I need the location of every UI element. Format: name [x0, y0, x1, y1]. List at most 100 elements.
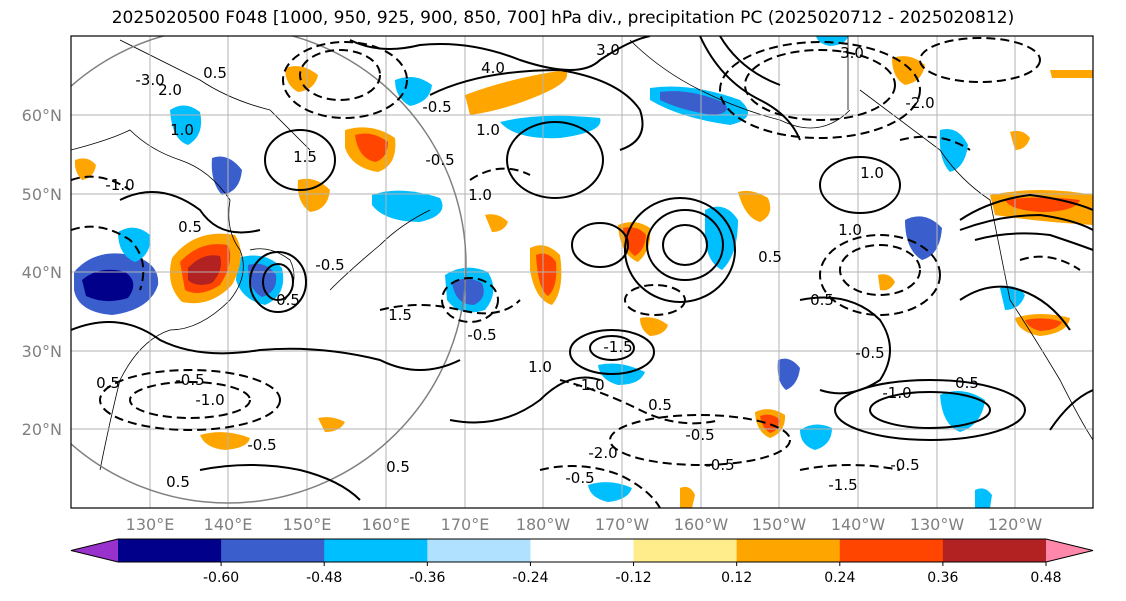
- positive-blob: [465, 70, 568, 115]
- lon-label: 150°W: [752, 515, 807, 534]
- contour-label: 0.5: [810, 291, 834, 309]
- colorbar-extend-low: [71, 539, 118, 562]
- contour-label: -1.0: [195, 391, 224, 409]
- contour-label: 3.0: [596, 41, 620, 59]
- colorbar-tick-label: 0.36: [927, 570, 958, 586]
- colorbar-extend-high: [1046, 539, 1093, 562]
- contour-label: -1.0: [105, 176, 134, 194]
- contour-label: 1.0: [468, 186, 492, 204]
- map-frame: [70, 35, 1094, 509]
- contour-label: 0.5: [276, 291, 300, 309]
- colorbar-segment: [633, 539, 738, 562]
- colorbar-tick-label: 0.24: [824, 570, 855, 586]
- colorbar-segment: [942, 539, 1047, 562]
- positive-blob: [355, 133, 388, 162]
- negative-blob: [660, 91, 727, 115]
- coastlines: [71, 36, 1093, 471]
- negative-blob: [777, 358, 800, 390]
- positive-blob: [74, 158, 96, 180]
- lon-label: 170°W: [595, 515, 650, 534]
- negative-blob: [500, 115, 601, 139]
- positive-blob: [536, 253, 557, 296]
- lat-label: 50°N: [22, 185, 62, 204]
- contour-label: -0.5: [247, 436, 276, 454]
- colorbar-tick-label: 0.48: [1030, 570, 1061, 586]
- colorbar: -0.60 -0.48 -0.36 -0.24 -0.12 0.12 0.24 0.36 0.4…: [70, 538, 1094, 586]
- contour-label: 0.5: [386, 458, 410, 476]
- lon-label: 150°E: [283, 515, 332, 534]
- contour-label: -0.5: [565, 469, 594, 487]
- colorbar-segment: [324, 539, 428, 562]
- negative-blob: [372, 190, 443, 222]
- colorbar-segment: [221, 539, 325, 562]
- lon-label: 140°W: [831, 515, 886, 534]
- negative-blob: [395, 76, 432, 106]
- contour-label: -1.0: [575, 376, 604, 394]
- graticule: [71, 36, 1093, 508]
- colorbar-tick-label: 0.12: [721, 570, 752, 586]
- colorbar-tick-label: -0.60: [203, 570, 239, 586]
- contour-label-layer: 3.0 4.0 3.0 2.0 1.0 0.5 1.5 -0.5 1.0 -0.5 1.0 -1.0 0…: [96, 41, 979, 494]
- positive-blob: [760, 414, 780, 433]
- contour-label: -3.0: [135, 71, 164, 89]
- negative-blob: [452, 278, 484, 305]
- colorbar-segment: [839, 539, 944, 562]
- positive-blob: [318, 417, 345, 432]
- colorbar-segment: [427, 539, 531, 562]
- lon-label: 160°W: [674, 515, 729, 534]
- contour-label: 0.5: [758, 248, 782, 266]
- lat-axis: 60°N 50°N 40°N 30°N 20°N: [22, 106, 62, 439]
- positive-blob: [200, 432, 250, 450]
- negative-blob: [905, 216, 942, 260]
- map-content: 3.0 4.0 3.0 2.0 1.0 0.5 1.5 -0.5 1.0 -0.5 1.0 -1.0 0…: [71, 36, 1093, 508]
- contour-label: 1.0: [170, 121, 194, 139]
- positive-blob: [297, 178, 330, 212]
- positive-blob: [640, 317, 668, 336]
- positive-blob: [738, 190, 771, 222]
- positive-blob: [623, 227, 646, 256]
- negative-blob: [975, 488, 992, 508]
- lat-label: 60°N: [22, 106, 62, 125]
- contour-label: 0.5: [96, 374, 120, 392]
- contour-label: 3.0: [840, 44, 864, 62]
- negative-blob: [82, 269, 134, 302]
- positive-blob: [1025, 318, 1062, 331]
- contour-label: 0.5: [648, 396, 672, 414]
- negative-blob: [1000, 286, 1025, 310]
- lat-label: 20°N: [22, 420, 62, 439]
- lon-label: 130°W: [910, 515, 965, 534]
- positive-blob: [485, 214, 508, 232]
- positive-blob: [680, 486, 695, 508]
- contour-label: 0.5: [166, 473, 190, 491]
- contour-label: 2.0: [158, 81, 182, 99]
- contour-label: -1.5: [828, 476, 857, 494]
- reference-circle: [71, 36, 467, 504]
- contour-label: -1.0: [882, 384, 911, 402]
- lon-axis: 130°E 140°E 150°E 160°E 170°E 180°W 170°…: [126, 515, 1043, 534]
- contour-label: -0.5: [175, 371, 204, 389]
- contour-label: -0.5: [705, 456, 734, 474]
- contour-label: -0.5: [422, 98, 451, 116]
- lat-label: 40°N: [22, 263, 62, 282]
- positive-blob: [188, 255, 221, 285]
- contour-label: 0.5: [178, 218, 202, 236]
- colorbar-tick-label: -0.36: [409, 570, 445, 586]
- contour-label: -0.5: [855, 344, 884, 362]
- divergence-contours: [71, 36, 1093, 508]
- lon-label: 130°E: [126, 515, 175, 534]
- positive-blob: [878, 274, 895, 291]
- contour-label: -0.5: [425, 151, 454, 169]
- map-title: 2025020500 F048 [1000, 950, 925, 900, 85…: [111, 8, 1015, 28]
- contour-label: 1.0: [860, 164, 884, 182]
- contour-label: 1.0: [476, 121, 500, 139]
- contour-label: -2.0: [588, 444, 617, 462]
- contour-label: -0.5: [315, 256, 344, 274]
- colorbar-tick-label: -0.48: [306, 570, 342, 586]
- contour-label: -2.0: [905, 94, 934, 112]
- colorbar-tick-label: -0.24: [512, 570, 548, 586]
- contour-label: 1.0: [838, 221, 862, 239]
- lon-label: 120°W: [988, 515, 1043, 534]
- negative-blob: [211, 156, 242, 195]
- lon-label: 170°E: [441, 515, 490, 534]
